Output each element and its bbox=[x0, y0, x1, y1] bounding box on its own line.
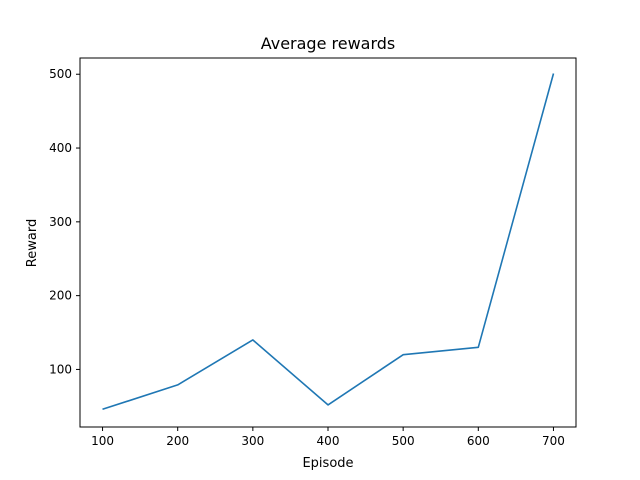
y-tick-label: 100 bbox=[49, 362, 72, 376]
chart-title: Average rewards bbox=[261, 34, 396, 53]
y-tick-label: 400 bbox=[49, 141, 72, 155]
x-tick-label: 400 bbox=[317, 434, 340, 448]
data-point bbox=[478, 346, 480, 348]
x-tick-label: 100 bbox=[91, 434, 114, 448]
plot-frame bbox=[79, 57, 577, 428]
data-point bbox=[553, 73, 555, 75]
data-point bbox=[102, 408, 104, 410]
x-tick-label: 500 bbox=[392, 434, 415, 448]
x-axis-ticks: 100 200 300 400 500 600 700 bbox=[91, 427, 565, 448]
x-tick-label: 700 bbox=[542, 434, 565, 448]
y-tick-label: 300 bbox=[49, 215, 72, 229]
data-point bbox=[252, 339, 254, 341]
series-line bbox=[102, 73, 555, 411]
y-tick-label: 500 bbox=[49, 67, 72, 81]
x-tick-label: 600 bbox=[467, 434, 490, 448]
x-axis-label: Episode bbox=[302, 456, 353, 471]
x-tick-label: 300 bbox=[241, 434, 264, 448]
series-layer bbox=[102, 73, 555, 411]
data-point bbox=[327, 404, 329, 406]
data-point bbox=[402, 354, 404, 356]
plot-area: 100 200 300 400 500 600 700 100 200 300 400 500 bbox=[49, 57, 577, 448]
y-axis-ticks: 100 200 300 400 500 bbox=[49, 67, 80, 376]
y-tick-label: 200 bbox=[49, 289, 72, 303]
y-axis-label: Reward bbox=[25, 219, 40, 267]
data-point bbox=[177, 384, 179, 386]
x-tick-label: 200 bbox=[166, 434, 189, 448]
